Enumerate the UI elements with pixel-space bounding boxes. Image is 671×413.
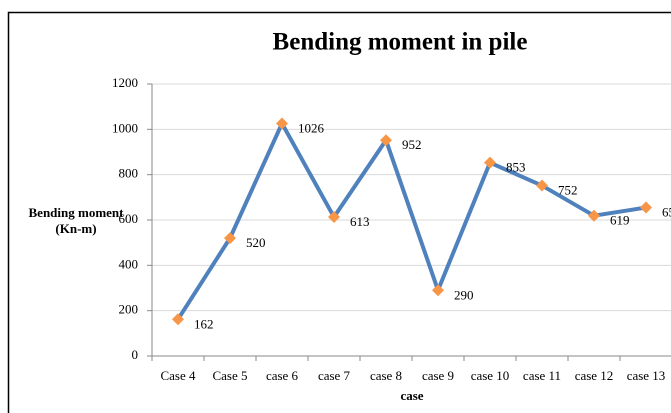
data-line bbox=[176, 121, 647, 321]
x-tick-label: Case 5 bbox=[212, 368, 247, 383]
data-marker bbox=[276, 117, 288, 130]
y-tick-label: 0 bbox=[132, 347, 139, 362]
data-marker bbox=[484, 156, 496, 169]
y-tick-label: 1200 bbox=[112, 75, 138, 90]
data-label: 752 bbox=[558, 183, 578, 198]
data-marker bbox=[328, 211, 340, 224]
x-tick-label: Case 4 bbox=[160, 368, 196, 383]
x-tick-label: case 12 bbox=[575, 368, 614, 383]
x-tick-label: case 9 bbox=[422, 368, 454, 383]
data-marker bbox=[432, 284, 444, 297]
y-tick-label: 600 bbox=[119, 211, 139, 226]
x-tick-label: case 8 bbox=[370, 368, 402, 383]
data-marker bbox=[536, 179, 548, 192]
data-label: 619 bbox=[610, 213, 630, 228]
x-tick-label: case 13 bbox=[627, 368, 666, 383]
y-axis-label: Bending moment bbox=[29, 205, 125, 220]
y-tick-label: 400 bbox=[119, 256, 139, 271]
data-label: 1026 bbox=[298, 120, 325, 135]
data-label: 853 bbox=[506, 160, 526, 175]
chart-title: Bending moment in pile bbox=[273, 29, 528, 56]
x-tick-label: case 10 bbox=[471, 368, 510, 383]
data-label: 162 bbox=[194, 316, 214, 331]
data-marker bbox=[172, 313, 184, 326]
data-marker bbox=[588, 209, 600, 222]
data-label: 613 bbox=[350, 214, 370, 229]
x-axis-label: case bbox=[400, 388, 423, 403]
data-marker bbox=[224, 232, 236, 245]
data-marker bbox=[380, 134, 392, 147]
data-label: 520 bbox=[246, 235, 266, 250]
chart-frame bbox=[7, 11, 671, 413]
data-label: 952 bbox=[402, 137, 422, 152]
y-tick-label: 800 bbox=[119, 166, 139, 181]
data-label: 655 bbox=[662, 205, 671, 220]
y-axis-label: (Kn-m) bbox=[55, 221, 96, 236]
data-label: 290 bbox=[454, 287, 474, 302]
data-marker bbox=[640, 201, 652, 214]
y-tick-label: 1000 bbox=[112, 120, 138, 135]
x-tick-label: case 6 bbox=[266, 368, 299, 383]
y-tick-label: 200 bbox=[119, 302, 139, 317]
x-tick-label: case 7 bbox=[318, 368, 351, 383]
x-tick-label: case 11 bbox=[523, 368, 561, 383]
